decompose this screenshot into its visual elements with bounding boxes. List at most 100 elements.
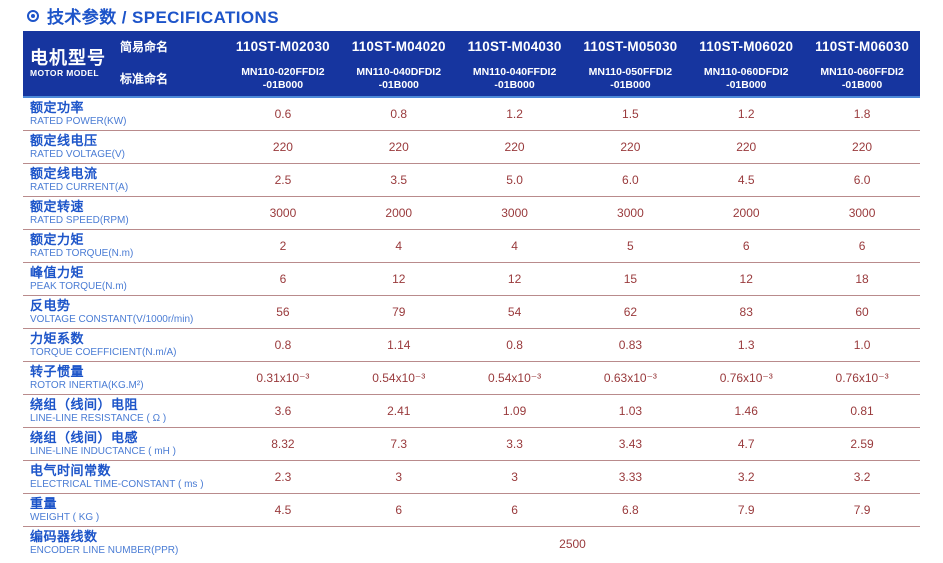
spec-row-values: 3.6 2.41 1.09 1.03 1.46 0.81	[225, 404, 920, 418]
spec-value-cell: 4.7	[737, 437, 755, 451]
spec-row-values: 2500	[225, 537, 920, 551]
spec-value-cell: 6	[858, 239, 866, 253]
spec-value-cell: 3.33	[618, 470, 643, 484]
spec-value-cell: 12	[392, 272, 406, 286]
spec-value-cell: 0.76x10⁻³	[719, 371, 773, 385]
motor-model-label-en: MOTOR MODEL	[30, 68, 99, 79]
spec-value-cell: 15	[623, 272, 638, 286]
page-title: 技术参数 / SPECIFICATIONS	[47, 8, 279, 27]
model-standard-name: MN110-040FFDI2 -01B000	[457, 61, 573, 96]
spec-value-cell: 56	[276, 305, 290, 319]
spec-value-cell: 6.0	[853, 173, 871, 187]
spec-row-values: 3000 2000 3000 3000 2000 3000	[225, 206, 920, 220]
spec-row-label: 绕组（线间）电阻 LINE-LINE RESISTANCE ( Ω )	[23, 397, 225, 424]
spec-value-cell: 6	[742, 239, 750, 253]
spec-value-cell: 1.03	[618, 404, 643, 418]
spec-value-cell: 6.8	[622, 503, 639, 517]
spec-value-cell: 0.8	[274, 338, 292, 352]
model-standard-name-line2: -01B000	[378, 78, 419, 91]
spec-label-cn: 编码器线数	[30, 529, 98, 545]
spec-label-cn: 额定线电流	[30, 165, 98, 181]
table-header: 电机型号 MOTOR MODEL 简易命名 标准命名 110ST-M02030 M…	[23, 31, 920, 98]
spec-value-cell: 6	[511, 503, 518, 517]
model-standard-name: MN110-040DFDI2 -01B000	[341, 61, 457, 96]
model-column: 110ST-M04030 MN110-040FFDI2 -01B000	[457, 31, 573, 96]
spec-value-cell: 79	[392, 305, 406, 319]
spec-label-cn: 额定线电压	[30, 132, 98, 148]
spec-row-values: 2.3 3 3 3.33 3.2 3.2	[225, 470, 920, 484]
spec-row: 电气时间常数 ELECTRICAL TIME-CONSTANT ( ms ) 2.3…	[23, 461, 920, 494]
model-standard-name-line1: MN110-040FFDI2	[472, 65, 557, 78]
spec-row-values: 220 220 220 220 220 220	[225, 140, 920, 154]
spec-value-cell: 0.76x10⁻³	[835, 371, 889, 385]
spec-value-cell: 4	[511, 239, 518, 253]
spec-label-en: RATED VOLTAGE(V)	[30, 148, 126, 160]
spec-value-cell: 220	[620, 140, 641, 154]
spec-row-label: 额定力矩 RATED TORQUE(N.m)	[23, 232, 225, 259]
spec-value-cell: 3.3	[506, 437, 523, 451]
spec-value-cell: 8.32	[271, 437, 295, 451]
spec-value-cell: 3.6	[274, 404, 292, 418]
model-standard-name-line1: MN110-050FFDI2	[588, 65, 673, 78]
spec-row-values: 2 4 4 5 6 6	[225, 239, 920, 253]
spec-value-merged-cell: 2500	[559, 536, 586, 551]
spec-value-cell: 3.2	[853, 470, 871, 484]
model-standard-name-line1: MN110-060FFDI2	[820, 65, 904, 78]
spec-value-cell: 220	[852, 140, 873, 154]
model-columns: 110ST-M02030 MN110-020FFDI2 -01B000 110ST-M…	[225, 31, 920, 96]
spec-row-label: 额定功率 RATED POWER(KW)	[23, 100, 225, 127]
spec-row-values: 6 12 12 15 12 18	[225, 272, 920, 286]
model-standard-name-line1: MN110-040DFDI2	[356, 65, 442, 78]
spec-row: 编码器线数 ENCODER LINE NUMBER(PPR) 2500	[23, 527, 920, 560]
spec-value-cell: 18	[855, 272, 869, 286]
spec-value-cell: 3000	[269, 206, 297, 220]
spec-value-cell: 5.0	[506, 173, 523, 187]
circled-dot-icon	[27, 9, 39, 22]
spec-row-label: 绕组（线间）电感 LINE-LINE INDUCTANCE ( mH )	[23, 430, 225, 457]
spec-row: 绕组（线间）电感 LINE-LINE INDUCTANCE ( mH ) 8.32 7…	[23, 428, 920, 461]
model-standard-name: MN110-060DFDI2 -01B000	[688, 61, 804, 96]
spec-value-cell: 3	[395, 470, 403, 484]
spec-value-cell: 5	[627, 239, 634, 253]
spec-value-cell: 3.43	[618, 437, 643, 451]
spec-value-cell: 4.5	[737, 173, 755, 187]
model-column: 110ST-M06020 MN110-060DFDI2 -01B000	[688, 31, 804, 96]
spec-row: 额定线电流 RATED CURRENT(A) 2.5 3.5 5.0 6.0 4.5 6.0	[23, 164, 920, 197]
model-column: 110ST-M04020 MN110-040DFDI2 -01B000	[341, 31, 457, 96]
spec-value-cell: 6.0	[622, 173, 639, 187]
spec-value-cell: 3	[511, 470, 518, 484]
header-naming-column: 简易命名 标准命名	[120, 31, 225, 96]
model-simple-name: 110ST-M04020	[351, 38, 446, 54]
spec-row: 绕组（线间）电阻 LINE-LINE RESISTANCE ( Ω ) 3.6 2.4…	[23, 395, 920, 428]
table-body: 额定功率 RATED POWER(KW) 0.6 0.8 1.2 1.5 1.2 1.8 额定线…	[23, 98, 920, 560]
spec-value-cell: 0.6	[274, 107, 292, 121]
spec-row: 额定功率 RATED POWER(KW) 0.6 0.8 1.2 1.5 1.2 1.8	[23, 98, 920, 131]
spec-value-cell: 0.31x10⁻³	[256, 371, 310, 385]
spec-row-label: 编码器线数 ENCODER LINE NUMBER(PPR)	[23, 529, 225, 557]
spec-value-cell: 1.46	[734, 404, 758, 418]
spec-row: 力矩系数 TORQUE COEFFICIENT(N.m/A) 0.8 1.14 0.8 0…	[23, 329, 920, 362]
spec-label-cn: 额定转速	[30, 198, 85, 214]
standard-name-label: 标准命名	[120, 72, 169, 86]
model-standard-name: MN110-020FFDI2 -01B000	[225, 61, 341, 96]
spec-value-cell: 0.63x10⁻³	[603, 371, 657, 385]
spec-row-values: 56 79 54 62 83 60	[225, 305, 920, 319]
spec-value-cell: 0.54x10⁻³	[372, 371, 426, 385]
spec-value-cell: 1.3	[737, 338, 755, 352]
spec-row-label: 重量 WEIGHT ( KG )	[23, 496, 225, 523]
model-simple-name: 110ST-M06020	[699, 38, 794, 54]
model-standard-name: MN110-060FFDI2 -01B000	[804, 61, 920, 96]
spec-label-en: ENCODER LINE NUMBER(PPR)	[30, 545, 179, 557]
spec-row-values: 4.5 6 6 6.8 7.9 7.9	[225, 503, 920, 517]
spec-row-values: 0.31x10⁻³ 0.54x10⁻³ 0.54x10⁻³ 0.63x10⁻³ 0.76…	[225, 371, 920, 385]
spec-value-cell: 1.0	[853, 338, 871, 352]
model-standard-name-line1: MN110-020FFDI2	[241, 65, 325, 78]
model-standard-name: MN110-050FFDI2 -01B000	[572, 61, 688, 96]
spec-value-cell: 62	[623, 305, 638, 319]
spec-row-label: 力矩系数 TORQUE COEFFICIENT(N.m/A)	[23, 331, 225, 358]
motor-model-label-cn: 电机型号	[30, 47, 106, 68]
model-standard-name-line2: -01B000	[726, 78, 767, 91]
spec-value-cell: 1.5	[622, 107, 639, 121]
spec-value-cell: 2.41	[387, 404, 411, 418]
model-simple-name: 110ST-M02030	[235, 38, 330, 54]
